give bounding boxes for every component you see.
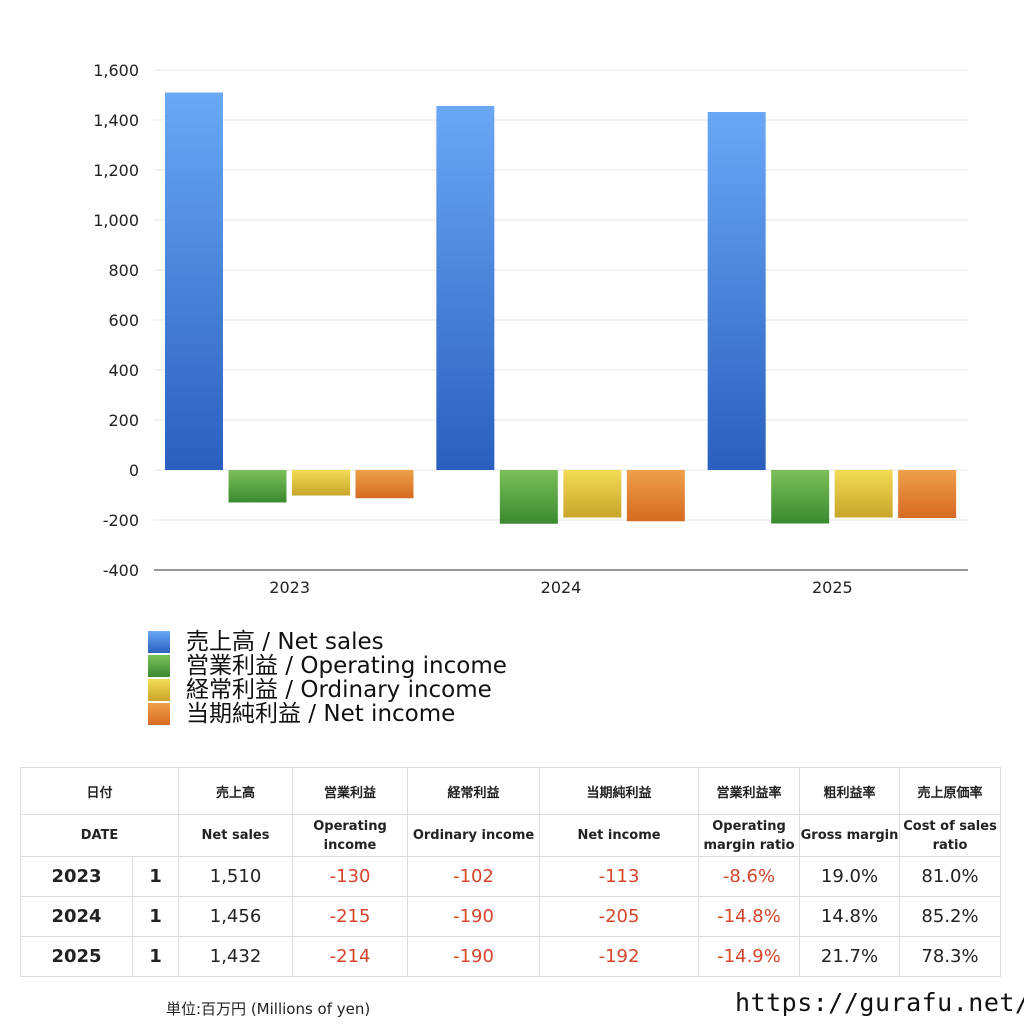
header-date-en: DATE [19,814,180,857]
y-tick-label: 1,400 [93,111,139,130]
header-cost-ratio-jp: 売上原価率 [899,767,1002,815]
bar [707,112,766,470]
row-year: 2025 [20,936,133,977]
y-tick-label: 0 [129,461,139,480]
legend-item-operating-income: 営業利益 / Operating income [148,654,507,678]
row-net-sales: 1,456 [178,896,294,937]
header-ordinary-income-en: Ordinary income [407,814,541,857]
x-tick-label: 2023 [269,578,310,597]
bar [292,470,350,496]
header-ordinary-income-jp: 経常利益 [407,767,541,815]
bar [563,470,622,518]
legend-swatch-net-income [148,703,170,725]
row-gross-margin: 14.8% [799,896,901,937]
row-gross-margin: 19.0% [799,856,901,897]
row-month: 1 [131,856,180,897]
y-tick-label: 1,000 [93,211,139,230]
x-tick-label: 2024 [541,578,582,597]
y-tick-label: 1,600 [93,61,139,80]
legend-swatch-operating-income [148,655,170,677]
row-ordinary-income: -190 [407,896,541,937]
bar [499,470,558,524]
row-month: 1 [131,936,180,977]
header-cost-ratio-en: Cost of sales ratio [899,814,1002,857]
row-operating-margin: -14.8% [698,896,801,937]
row-operating-income: -214 [292,936,409,977]
bar [626,470,685,522]
legend-item-net-sales: 売上高 / Net sales [148,630,507,654]
header-net-sales-jp: 売上高 [178,767,294,815]
legend: 売上高 / Net sales 営業利益 / Operating income … [148,630,507,726]
bar [165,92,223,470]
header-gross-margin-en: Gross margin [799,814,901,857]
row-net-sales: 1,432 [178,936,294,977]
bar [228,470,287,503]
row-net-income: -192 [539,936,700,977]
row-operating-margin: -14.9% [698,936,801,977]
y-tick-label: 600 [108,311,139,330]
header-operating-income-en: Operating income [292,814,409,857]
row-ordinary-income: -190 [407,936,541,977]
legend-swatch-ordinary-income [148,679,170,701]
header-gross-margin-jp: 粗利益率 [799,767,901,815]
y-tick-label: 800 [108,261,139,280]
legend-label: 売上高 / Net sales [186,629,384,655]
header-operating-margin-en: Operating margin ratio [698,814,801,857]
bars [165,92,957,524]
legend-item-net-income: 当期純利益 / Net income [148,702,507,726]
row-net-sales: 1,510 [178,856,294,897]
row-cost-ratio: 81.0% [899,856,1002,897]
table-header-row-jp: 日付 売上高 営業利益 経常利益 当期純利益 営業利益率 粗利益率 売上原価率 [19,767,1002,815]
legend-item-ordinary-income: 経常利益 / Ordinary income [148,678,507,702]
gridlines [154,69,968,521]
table-row: 2025 1 1,432 -214 -190 -192 -14.9% 21.7%… [20,936,1002,977]
y-tick-label: 1,200 [93,161,139,180]
bar [771,470,830,524]
table-row: 2024 1 1,456 -215 -190 -205 -14.8% 14.8%… [20,896,1002,937]
row-operating-income: -215 [292,896,409,937]
y-tick-label: 400 [108,361,139,380]
row-operating-income: -130 [292,856,409,897]
legend-label: 営業利益 / Operating income [186,653,507,679]
row-year: 2023 [20,856,133,897]
site-url: https://gurafu.net/ [735,988,1024,1017]
header-net-sales-en: Net sales [178,814,294,857]
header-operating-margin-jp: 営業利益率 [698,767,801,815]
bar [355,470,414,499]
table-row: 2023 1 1,510 -130 -102 -113 -8.6% 19.0% … [20,856,1002,897]
unit-note: 単位:百万円 (Millions of yen) [166,1000,371,1018]
header-date-jp: 日付 [19,767,180,815]
row-ordinary-income: -102 [407,856,541,897]
row-cost-ratio: 85.2% [899,896,1002,937]
row-month: 1 [131,896,180,937]
financial-table: 日付 売上高 営業利益 経常利益 当期純利益 営業利益率 粗利益率 売上原価率 … [19,767,1002,977]
bar [834,470,893,518]
row-cost-ratio: 78.3% [899,936,1002,977]
header-net-income-jp: 当期純利益 [539,767,700,815]
header-operating-income-jp: 営業利益 [292,767,409,815]
y-axis: 1,600 1,400 1,200 1,000 800 600 400 200 0 -200 -40… [93,61,139,580]
y-tick-label: -200 [103,511,139,530]
bar-chart: 1,600 1,400 1,200 1,000 800 600 400 200 0 -200 -40… [93,61,968,597]
row-operating-margin: -8.6% [698,856,801,897]
header-net-income-en: Net income [539,814,700,857]
y-tick-label: 200 [108,411,139,430]
row-year: 2024 [20,896,133,937]
row-net-income: -205 [539,896,700,937]
y-tick-label: -400 [103,561,139,580]
legend-label: 当期純利益 / Net income [186,701,456,727]
bar [436,106,495,470]
legend-label: 経常利益 / Ordinary income [186,677,492,703]
x-tick-label: 2025 [812,578,853,597]
table-header-row-en: DATE Net sales Operating income Ordinary… [19,814,1002,857]
x-axis: 2023 2024 2025 [269,578,852,597]
row-gross-margin: 21.7% [799,936,901,977]
legend-swatch-net-sales [148,631,170,653]
row-net-income: -113 [539,856,700,897]
bar [898,470,957,518]
